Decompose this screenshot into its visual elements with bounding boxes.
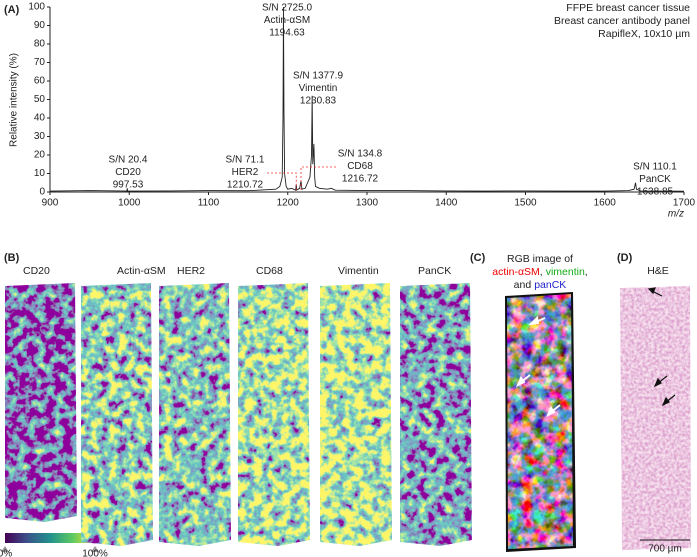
peak-annotation: 1216.72 xyxy=(342,174,379,185)
peak-annotation: S/N 71.1 xyxy=(226,155,265,166)
peak-annotation: S/N 134.8 xyxy=(338,149,383,160)
colorbar xyxy=(5,533,95,543)
panel-title: H&E xyxy=(647,265,669,277)
channel-label: Actin-αSM xyxy=(117,265,166,277)
rgb-red: actin-αSM xyxy=(492,266,540,278)
x-tick-label: 1300 xyxy=(356,198,379,209)
x-tick-label: 1400 xyxy=(435,198,458,209)
panel-label: (A) xyxy=(4,4,20,16)
x-tick-label: 1500 xyxy=(514,198,537,209)
separator: , xyxy=(585,266,588,278)
arrows xyxy=(516,315,561,418)
peak-annotation: 1230.83 xyxy=(300,96,337,107)
peak-annotation: 1638.85 xyxy=(637,187,674,198)
leader-line xyxy=(267,172,297,192)
panel-label: (C) xyxy=(470,252,486,264)
info-text: RapifleX, 10x10 µm xyxy=(598,28,690,40)
peak-annotation: CD20 xyxy=(115,167,141,178)
ion-image xyxy=(320,283,392,546)
separator: , xyxy=(540,266,543,278)
panel-label: (B) xyxy=(4,252,20,264)
y-tick-label: 50 xyxy=(34,94,46,105)
x-tick-label: 900 xyxy=(42,198,59,209)
y-tick-label: 10 xyxy=(34,168,46,179)
peak-annotation: HER2 xyxy=(232,167,259,178)
spectrum-line xyxy=(49,6,685,192)
y-tick-label: 20 xyxy=(34,150,46,161)
he-image xyxy=(620,286,691,550)
panel-label: (D) xyxy=(617,252,633,264)
channel-label: PanCK xyxy=(418,265,451,277)
ion-image xyxy=(238,283,310,546)
y-axis-label: Relative intensity (%) xyxy=(9,53,20,147)
x-tick-label: 1000 xyxy=(118,198,141,209)
panel-title: RGB image of xyxy=(507,253,573,265)
peak-annotation: Vimentin xyxy=(299,83,338,94)
conjunction: and xyxy=(514,279,532,291)
peak-annotation: 1210.72 xyxy=(227,180,264,191)
ion-image xyxy=(5,283,77,522)
rgb-image xyxy=(507,294,573,549)
ion-image xyxy=(81,283,153,546)
ion-image xyxy=(400,283,472,546)
colorbar-label: 0% xyxy=(0,549,12,557)
arrows xyxy=(647,287,676,407)
peak-annotation: S/N 2725.0 xyxy=(262,3,312,14)
channel-label: Vimentin xyxy=(338,265,379,277)
rgb-blue: panCK xyxy=(534,279,566,291)
y-tick-label: 30 xyxy=(34,131,46,142)
peak-annotation: S/N 1377.9 xyxy=(293,71,343,82)
info-text: Breast cancer antibody panel xyxy=(554,15,690,27)
x-tick-label: 1600 xyxy=(594,198,617,209)
channel-label: HER2 xyxy=(177,265,205,277)
panel-title: and panCK xyxy=(514,279,567,291)
channel-label: CD68 xyxy=(256,265,283,277)
y-tick-label: 60 xyxy=(34,76,46,87)
y-tick-label: 40 xyxy=(34,113,46,124)
scale-label: 700 µm xyxy=(648,544,682,555)
info-text: FFPE breast cancer tissue xyxy=(566,2,690,14)
peak-annotation: 997.53 xyxy=(113,180,144,191)
channel-label: CD20 xyxy=(23,265,50,277)
y-tick-label: 80 xyxy=(34,39,46,50)
peak-annotation: Actin-αSM xyxy=(264,15,310,26)
y-tick-label: 90 xyxy=(34,20,46,31)
rgb-green: vimentin xyxy=(546,266,585,278)
colorbar-label: 100% xyxy=(82,549,108,557)
x-axis-label: m/z xyxy=(668,209,684,220)
y-tick-label: 70 xyxy=(34,57,46,68)
x-tick-label: 1700 xyxy=(673,198,696,209)
peak-annotation: S/N 110.1 xyxy=(633,162,677,173)
x-tick-label: 1200 xyxy=(277,198,300,209)
y-tick-label: 0 xyxy=(39,187,45,198)
peak-annotation: CD68 xyxy=(347,161,373,172)
panel-title: actin-αSM, vimentin, xyxy=(492,266,587,278)
ion-image xyxy=(159,283,231,546)
peak-annotation: PanCK xyxy=(639,174,671,185)
x-tick-label: 1100 xyxy=(198,198,220,209)
y-tick-label: 100 xyxy=(28,2,45,13)
peak-annotation: S/N 20.4 xyxy=(109,155,148,166)
peak-annotation: 1194.63 xyxy=(269,28,305,39)
